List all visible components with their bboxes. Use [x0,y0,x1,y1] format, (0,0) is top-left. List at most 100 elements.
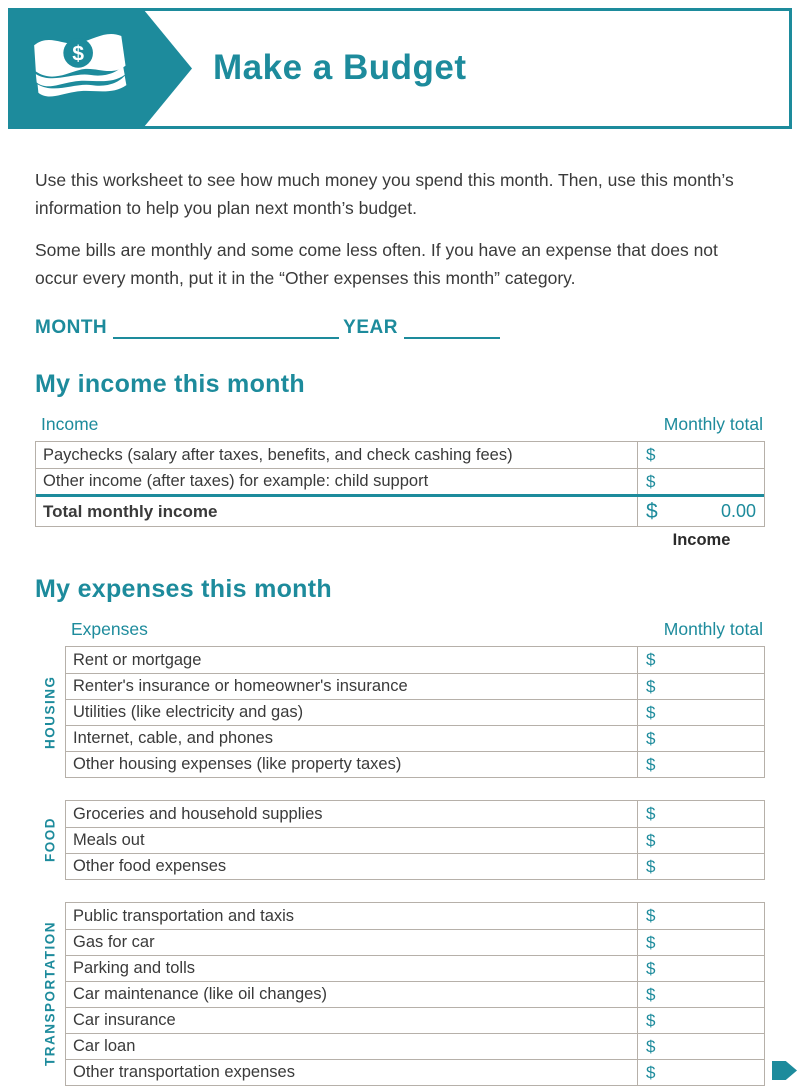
table-row: Car insurance $ [66,1007,764,1033]
expense-row-label: Other housing expenses (like property ta… [73,755,402,773]
category-label-food: FOOD [42,817,58,863]
dollar-sign: $ [646,958,656,978]
income-col-label: Income [41,414,99,434]
dollar-sign: $ [646,906,656,925]
month-input[interactable] [113,321,340,339]
dollar-sign: $ [646,1036,656,1056]
table-row: Rent or mortgage $ [66,647,764,673]
income-row-label: Paychecks (salary after taxes, benefits,… [43,445,513,464]
intro-paragraph-2: Some bills are monthly and some come les… [35,240,718,288]
dollar-sign: $ [646,702,656,722]
svg-text:$: $ [72,42,84,65]
expense-row-label: Public transportation and taxis [73,906,295,925]
amount-cell[interactable]: $ [637,828,764,853]
dollar-sign: $ [646,1010,656,1030]
expense-row-label: Parking and tolls [73,959,195,977]
money-bill-icon: $ [34,33,127,96]
table-row: Other transportation expenses $ [66,1059,764,1085]
table-row: Internet, cable, and phones $ [66,725,764,751]
table-row: Gas for car $ [66,929,764,955]
income-columns-header: Income Monthly total [35,414,765,435]
amount-cell[interactable]: $ [637,903,764,929]
amount-cell[interactable]: $ [637,442,764,468]
income-total-value: 0.00 [720,501,756,521]
table-row: Public transportation and taxis $ [66,903,764,929]
table-row: Groceries and household supplies $ [66,801,764,827]
food-table: Groceries and household supplies $ Meals… [65,800,765,880]
table-row: Other housing expenses (like property ta… [66,751,764,777]
expenses-columns-header: Expenses Monthly total [65,619,765,640]
expense-group-food: FOOD Groceries and household supplies $ … [35,800,765,880]
date-line: MONTH YEAR [35,317,765,339]
income-footnote: Income [672,531,731,549]
expense-row-label: Gas for car [73,933,155,951]
housing-table: Rent or mortgage $ Renter's insurance or… [65,646,765,778]
income-table: Paychecks (salary after taxes, benefits,… [35,441,765,527]
income-row-label: Other income (after taxes) for example: … [43,472,429,490]
dollar-sign: $ [646,471,656,491]
expense-row-label: Car loan [73,1037,136,1055]
page-title: Make a Budget [213,47,467,87]
table-row: Meals out $ [66,827,764,853]
amount-cell[interactable]: $ [637,982,764,1007]
income-col-total-label: Monthly total [663,414,763,434]
dollar-sign: $ [646,932,656,952]
dollar-sign: $ [646,856,656,876]
table-row: Renter's insurance or homeowner's insura… [66,673,764,699]
amount-cell[interactable]: $ [637,1034,764,1059]
amount-cell[interactable]: $ [637,752,764,777]
amount-cell[interactable]: $ [637,469,764,494]
expense-row-label: Rent or mortgage [73,650,202,669]
month-label: MONTH [35,317,108,338]
table-row: Other income (after taxes) for example: … [36,468,764,494]
year-label: YEAR [343,317,398,338]
table-row: Other food expenses $ [66,853,764,879]
expense-row-label: Groceries and household supplies [73,804,323,823]
expense-row-label: Internet, cable, and phones [73,729,273,747]
dollar-sign: $ [646,830,656,850]
transportation-table: Public transportation and taxis $ Gas fo… [65,902,765,1086]
expense-row-label: Other transportation expenses [73,1063,295,1081]
dollar-sign: $ [646,754,656,774]
expense-row-label: Renter's insurance or homeowner's insura… [73,677,408,695]
expense-row-label: Meals out [73,831,145,849]
expenses-section-heading: My expenses this month [35,575,332,603]
expense-row-label: Car maintenance (like oil changes) [73,985,328,1003]
dollar-sign: $ [646,676,656,696]
amount-cell[interactable]: $ [637,1008,764,1033]
intro-paragraph-1: Use this worksheet to see how much money… [35,170,734,218]
year-input[interactable] [403,321,500,339]
table-row: Car loan $ [66,1033,764,1059]
table-row: Paychecks (salary after taxes, benefits,… [36,442,764,468]
income-section-heading: My income this month [35,370,305,398]
category-label-housing: HOUSING [42,675,58,749]
header-banner: $ Make a Budget [8,8,792,129]
amount-cell[interactable]: $ [637,674,764,699]
income-total-label: Total monthly income [43,501,218,521]
dollar-sign: $ [646,499,658,523]
dollar-sign: $ [646,445,656,464]
expense-row-label: Other food expenses [73,857,227,875]
amount-cell[interactable]: $ [637,854,764,879]
expenses-col-label: Expenses [71,619,148,639]
amount-cell[interactable]: $ [637,647,764,673]
dollar-sign: $ [646,650,656,669]
amount-cell[interactable]: $ [637,930,764,955]
amount-cell[interactable]: $ [637,700,764,725]
income-total-row: Total monthly income $ 0.00 [36,494,764,526]
expense-group-housing: HOUSING Rent or mortgage $ Renter's insu… [35,646,765,778]
dollar-sign: $ [646,984,656,1004]
table-row: Car maintenance (like oil changes) $ [66,981,764,1007]
expense-group-transportation: TRANSPORTATION Public transportation and… [35,902,765,1086]
category-label-transportation: TRANSPORTATION [42,921,58,1067]
budget-worksheet-page: $ Make a Budget Use this worksheet to se… [0,8,800,1086]
amount-cell[interactable]: $ [637,801,764,827]
amount-cell[interactable]: $ [637,956,764,981]
table-row: Parking and tolls $ [66,955,764,981]
amount-cell[interactable]: $ [637,726,764,751]
income-total-amount-cell[interactable]: $ 0.00 [637,497,764,526]
amount-cell[interactable]: $ [637,1060,764,1085]
table-row: Utilities (like electricity and gas) $ [66,699,764,725]
dollar-sign: $ [646,804,656,823]
expense-row-label: Car insurance [73,1011,176,1029]
